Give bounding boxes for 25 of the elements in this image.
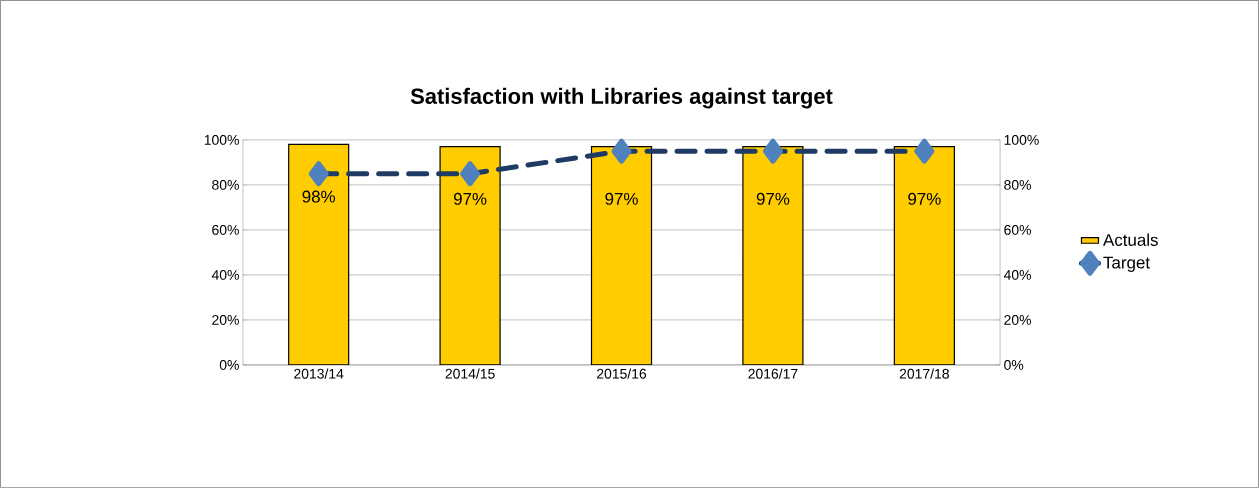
- x-tick-label: 2015/16: [597, 368, 647, 379]
- x-tick-label: 2017/18: [899, 368, 949, 379]
- y2-tick-label: 20%: [1004, 315, 1032, 325]
- data-label: 97%: [908, 192, 941, 205]
- x-tick-label: 2013/14: [294, 368, 344, 379]
- y2-tick-label: 60%: [1004, 225, 1032, 235]
- y-tick-label: 60%: [212, 225, 239, 235]
- y2-tick-label: 100%: [1004, 135, 1039, 145]
- legend-label: Target: [1103, 256, 1150, 272]
- y-tick-label: 0%: [219, 360, 239, 370]
- legend-label: Actuals: [1103, 233, 1158, 247]
- y-tick-label: 80%: [212, 180, 239, 190]
- y2-tick-label: 40%: [1003, 270, 1032, 280]
- data-label: 97%: [453, 192, 487, 205]
- y-tick-label: 100%: [204, 135, 239, 145]
- y-tick-label: 20%: [212, 315, 239, 325]
- data-label: 97%: [756, 192, 790, 205]
- chart-title: Satisfaction with Libraries against target: [410, 87, 833, 109]
- y2-tick-label: 0%: [1004, 360, 1024, 370]
- y-tick-label: 40%: [211, 270, 239, 280]
- data-label: 98%: [302, 190, 335, 203]
- y2-tick-label: 80%: [1004, 180, 1032, 190]
- x-tick-label: 2014/15: [445, 368, 495, 379]
- data-label: 97%: [605, 192, 638, 205]
- x-tick-label: 2016/17: [748, 368, 798, 379]
